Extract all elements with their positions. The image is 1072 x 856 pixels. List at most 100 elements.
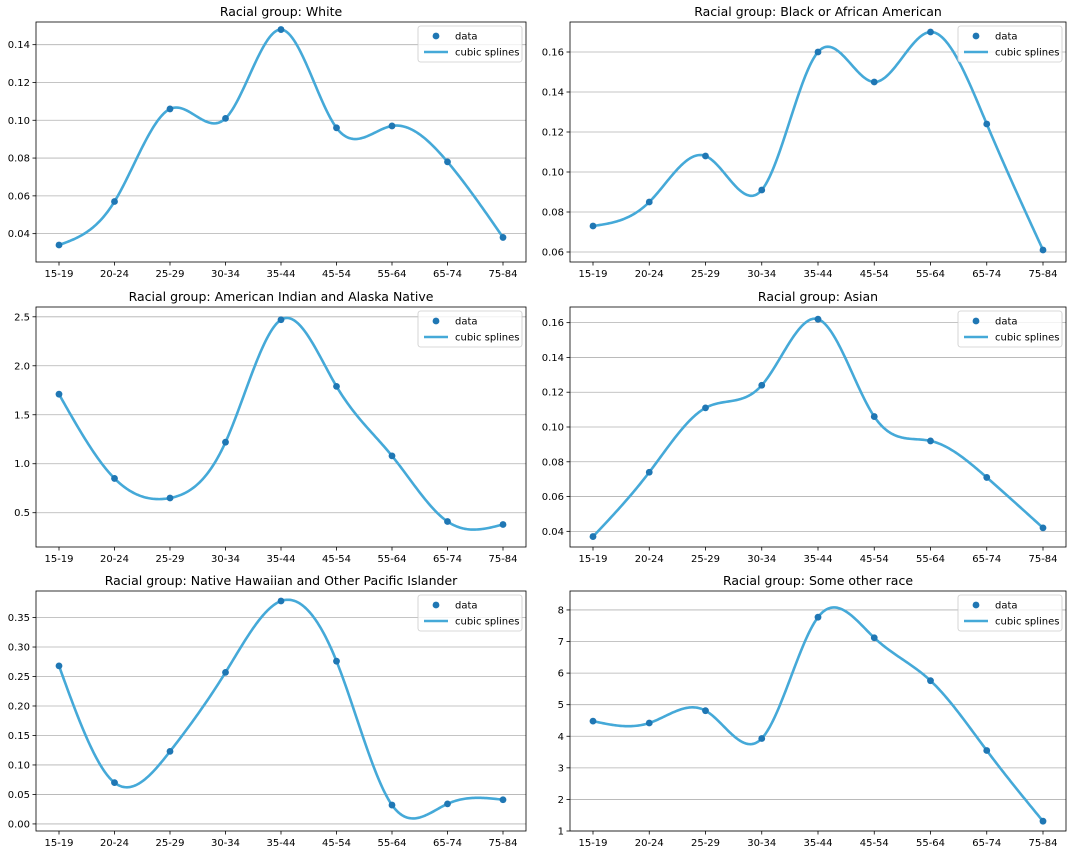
x-tick-label: 20-24 bbox=[100, 838, 129, 849]
x-tick-label: 30-34 bbox=[211, 269, 240, 280]
data-point bbox=[927, 28, 934, 36]
x-tick-label: 55-64 bbox=[377, 554, 406, 565]
y-tick-label: 0.16 bbox=[542, 48, 564, 59]
data-point bbox=[1039, 246, 1047, 254]
y-tick-label: 4 bbox=[558, 732, 564, 743]
x-tick-label: 25-29 bbox=[691, 838, 720, 849]
data-point bbox=[111, 198, 118, 205]
y-tick-label: 0.12 bbox=[542, 128, 564, 139]
data-point bbox=[166, 494, 174, 502]
y-tick-label: 0.04 bbox=[8, 229, 30, 240]
y-tick-label: 0.10 bbox=[8, 116, 30, 127]
data-point bbox=[333, 382, 340, 390]
legend-label-data: data bbox=[455, 601, 478, 612]
data-point bbox=[870, 78, 878, 86]
data-point bbox=[927, 437, 934, 445]
legend: data cubic splines bbox=[417, 594, 523, 632]
x-tick-label: 15-19 bbox=[44, 838, 73, 849]
data-point bbox=[111, 779, 118, 787]
x-tick-label: 55-64 bbox=[916, 554, 945, 565]
y-tick-label: 3 bbox=[558, 763, 564, 774]
x-tick-label: 75-84 bbox=[1028, 269, 1057, 280]
x-tick-label: 55-64 bbox=[377, 269, 406, 280]
y-tick-label: 0.08 bbox=[542, 457, 564, 468]
y-tick-label: 0.05 bbox=[8, 790, 30, 801]
legend: data cubic splines bbox=[417, 310, 523, 348]
x-tick-label: 75-84 bbox=[1028, 838, 1057, 849]
data-point bbox=[277, 26, 285, 33]
y-tick-label: 6 bbox=[558, 669, 564, 680]
x-tick-label: 20-24 bbox=[100, 554, 129, 565]
y-tick-label: 0.00 bbox=[8, 819, 30, 830]
x-tick-label: 45-54 bbox=[322, 838, 351, 849]
x-tick-label: 75-84 bbox=[488, 838, 517, 849]
x-tick-label: 75-84 bbox=[1028, 554, 1057, 565]
x-tick-label: 25-29 bbox=[155, 269, 184, 280]
legend-label-spline: cubic splines bbox=[455, 333, 519, 344]
legend: data cubic splines bbox=[957, 594, 1063, 632]
data-point bbox=[388, 122, 396, 130]
data-point bbox=[166, 105, 174, 113]
data-point bbox=[444, 518, 451, 525]
x-tick-label: 30-34 bbox=[211, 838, 240, 849]
y-tick-label: 0.10 bbox=[8, 760, 30, 771]
axes-frame bbox=[35, 306, 527, 548]
x-tick-label: 20-24 bbox=[100, 269, 129, 280]
x-tick-label: 55-64 bbox=[916, 838, 945, 849]
x-tick-label: 20-24 bbox=[635, 838, 664, 849]
legend-label-data: data bbox=[995, 32, 1018, 43]
chart-title: Racial group: Some other race bbox=[723, 573, 913, 588]
chart-title: Racial group: Black or African American bbox=[694, 4, 942, 19]
legend-marker-data bbox=[432, 32, 440, 40]
legend-label-data: data bbox=[455, 317, 478, 328]
x-tick-label: 65-74 bbox=[972, 838, 1001, 849]
legend-marker-data bbox=[972, 32, 980, 40]
y-tick-label: 0.10 bbox=[542, 168, 564, 179]
data-point bbox=[645, 468, 653, 476]
y-tick-label: 0.14 bbox=[542, 353, 564, 364]
y-tick-label: 0.30 bbox=[8, 643, 30, 654]
x-tick-label: 45-54 bbox=[322, 269, 351, 280]
x-tick-label: 55-64 bbox=[916, 269, 945, 280]
legend: data cubic splines bbox=[957, 25, 1063, 63]
data-point bbox=[702, 404, 709, 412]
y-tick-label: 0.10 bbox=[542, 423, 564, 434]
data-point bbox=[166, 747, 174, 755]
x-tick-label: 30-34 bbox=[211, 554, 240, 565]
x-tick-label: 45-54 bbox=[860, 838, 889, 849]
x-tick-label: 45-54 bbox=[860, 269, 889, 280]
data-point bbox=[222, 114, 229, 122]
x-tick-label: 55-64 bbox=[377, 838, 406, 849]
y-tick-label: 0.06 bbox=[8, 191, 30, 202]
x-tick-label: 30-34 bbox=[747, 554, 776, 565]
data-point bbox=[758, 381, 766, 389]
data-point bbox=[277, 316, 285, 324]
data-point bbox=[870, 413, 878, 420]
data-point bbox=[645, 719, 653, 727]
y-tick-label: 0.08 bbox=[542, 208, 564, 219]
axes-frame bbox=[569, 21, 1067, 263]
y-tick-label: 0.04 bbox=[542, 527, 564, 538]
data-point bbox=[499, 796, 507, 804]
data-point bbox=[499, 521, 507, 528]
y-tick-label: 0.25 bbox=[8, 672, 30, 683]
legend-label-data: data bbox=[995, 317, 1018, 328]
x-tick-label: 35-44 bbox=[266, 554, 295, 565]
data-point bbox=[222, 668, 229, 676]
axes-frame bbox=[35, 590, 527, 832]
x-tick-label: 15-19 bbox=[578, 554, 607, 565]
data-point bbox=[702, 707, 709, 715]
data-point bbox=[983, 747, 991, 754]
x-tick-label: 25-29 bbox=[155, 838, 184, 849]
legend-label-data: data bbox=[455, 32, 478, 43]
y-tick-label: 0.06 bbox=[542, 492, 564, 503]
data-point bbox=[55, 390, 63, 398]
legend-label-spline: cubic splines bbox=[995, 617, 1059, 628]
y-tick-label: 0.35 bbox=[8, 613, 30, 624]
x-tick-label: 25-29 bbox=[691, 554, 720, 565]
data-point bbox=[589, 533, 597, 540]
x-tick-label: 35-44 bbox=[803, 269, 832, 280]
y-tick-label: 2.0 bbox=[14, 361, 30, 372]
x-tick-label: 45-54 bbox=[860, 554, 889, 565]
x-tick-label: 30-34 bbox=[747, 269, 776, 280]
